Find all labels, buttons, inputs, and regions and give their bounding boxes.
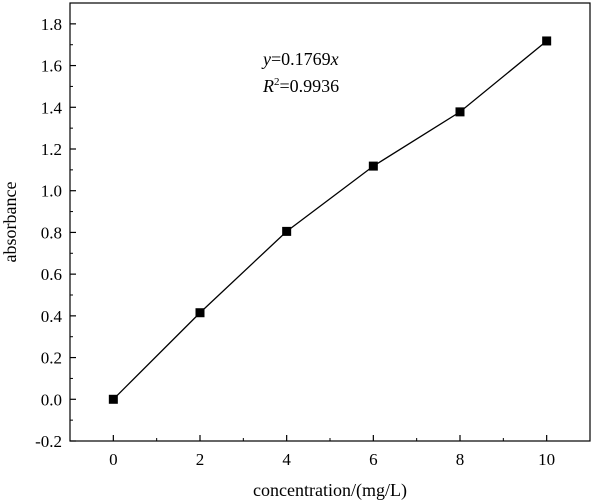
x-tick-label: 4 [282,450,291,469]
y-tick-label: 1.0 [41,182,62,201]
y-tick-label: 1.2 [41,140,62,159]
y-tick-label: 0.4 [41,307,63,326]
data-point-marker [542,36,552,46]
y-tick-label: 1.8 [41,15,62,34]
y-axis-label: absorbance [0,182,20,263]
data-point-marker [455,107,465,117]
y-tick-label: -0.2 [35,432,62,451]
y-tick-label: 1.4 [41,98,63,117]
data-point-marker [195,308,205,318]
r-squared-value: R2=0.9936 [262,76,339,96]
x-axis-ticks: 0 2 4 6 8 10 [69,435,591,469]
y-axis-ticks: -0.2 0.0 0.2 0.4 0.6 0.8 1.0 1.2 1.4 1.6 1.8 [35,15,76,451]
x-tick-label: 6 [369,450,378,469]
x-axis-label: concentration/(mg/L) [253,480,407,500]
x-tick-label: 2 [196,450,205,469]
data-point-marker [368,161,378,171]
data-point-marker [282,226,292,236]
data-point-marker [108,394,118,404]
x-tick-label: 0 [109,450,118,469]
data-series [108,36,552,404]
y-tick-label: 0.2 [41,349,62,368]
y-tick-label: 1.6 [41,57,62,76]
series-line [112,40,548,400]
y-tick-label: 0.8 [41,223,62,242]
x-tick-label: 8 [456,450,465,469]
x-tick-label: 10 [538,450,555,469]
y-tick-label: 0.6 [41,265,62,284]
regression-equation: y=0.1769x [261,49,339,69]
y-tick-label: 0.0 [41,390,62,409]
